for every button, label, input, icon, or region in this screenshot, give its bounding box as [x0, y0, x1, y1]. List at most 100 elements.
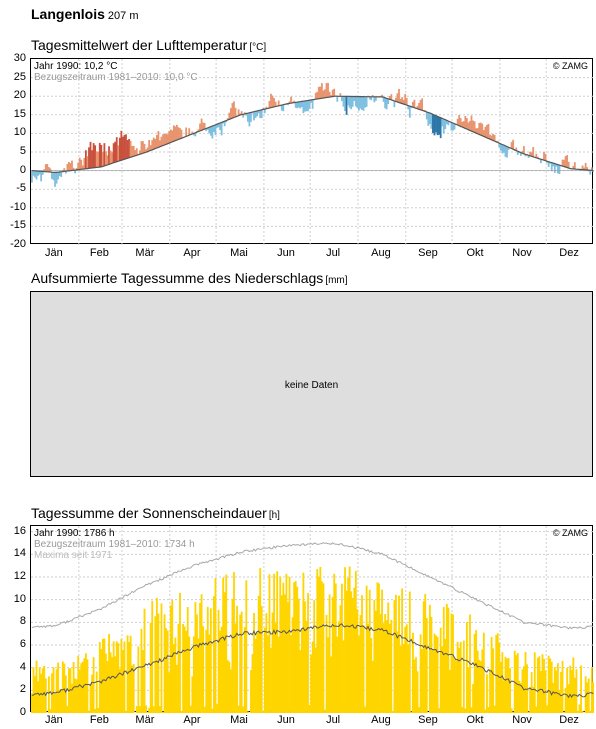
- temperature-bar: [459, 118, 462, 127]
- temperature-bar: [342, 96, 345, 107]
- temperature-bar: [101, 151, 104, 167]
- temperature-bar: [72, 167, 75, 171]
- temperature-bar: [151, 140, 154, 150]
- temperature-bar: [257, 110, 260, 114]
- sunshine-bar: [436, 636, 439, 713]
- sunshine-bar: [279, 576, 282, 713]
- temperature-bar: [41, 171, 44, 175]
- temperature-bar: [453, 123, 456, 130]
- temperature-title-text: Tagesmittelwert der Lufttemperatur: [31, 37, 248, 53]
- temperature-bar: [330, 95, 333, 97]
- sunshine-plot: [31, 526, 594, 713]
- temperature-bar: [66, 163, 69, 172]
- sunshine-bar: [430, 616, 433, 713]
- temperature-bar: [194, 132, 197, 137]
- temperature-bar: [524, 154, 527, 157]
- temperature-legend: Jahr 1990: 10,2 °C Bezugszeitraum 1981–2…: [34, 61, 198, 83]
- sunshine-bar: [547, 655, 550, 713]
- sunshine-bar: [566, 667, 569, 713]
- sunshine-bar: [586, 682, 589, 713]
- temperature-bar: [445, 120, 448, 125]
- sunshine-bar: [549, 658, 552, 713]
- sunshine-bar: [159, 706, 161, 713]
- sunshine-bar: [418, 707, 421, 713]
- station-elevation: 207 m: [107, 10, 139, 22]
- sunshine-bar: [263, 627, 266, 713]
- temperature-bar: [38, 171, 41, 175]
- sunshine-bar: [359, 615, 362, 713]
- temperature-bar: [271, 95, 274, 108]
- temperature-bar: [464, 115, 467, 129]
- sunshine-bar: [572, 657, 575, 713]
- sunshine-bar: [564, 687, 567, 713]
- temperature-bar: [583, 167, 585, 170]
- sunshine-bar: [108, 633, 110, 713]
- x-tick-label: Nov: [512, 714, 532, 726]
- temperature-bar: [142, 141, 144, 154]
- sunshine-bar: [535, 706, 538, 713]
- temperature-bar: [225, 120, 228, 123]
- temperature-bar: [345, 96, 348, 115]
- sunshine-bar: [103, 638, 106, 713]
- sunshine-bar: [233, 572, 235, 713]
- sunshine-bar: [553, 667, 556, 713]
- sunshine-title-text: Tagessumme der Sonnenscheindauer: [31, 505, 267, 521]
- sunshine-bar: [540, 671, 542, 713]
- sunshine-bar: [319, 566, 322, 713]
- temperature-bar: [299, 101, 302, 109]
- sunshine-bar: [35, 660, 38, 713]
- temperature-bar: [361, 96, 363, 110]
- sunshine-bar: [452, 614, 454, 713]
- temperature-x-axis: Jän Feb Mär Apr Mai Jun Jul Aug Sep Okt Nov Dez: [30, 247, 593, 261]
- temperature-bar: [325, 83, 328, 98]
- sunshine-bar: [77, 655, 80, 713]
- temperature-bar: [532, 147, 535, 157]
- temperature-bar: [214, 124, 217, 135]
- sunshine-bar: [277, 636, 280, 713]
- temperature-bar: [229, 108, 232, 119]
- sunshine-bar: [239, 614, 242, 713]
- sunshine-bar: [131, 665, 134, 713]
- temperature-bar: [430, 113, 433, 129]
- sunshine-bar: [324, 709, 326, 713]
- sunshine-bar: [526, 664, 528, 713]
- temperature-bar: [165, 133, 167, 145]
- temperature-bar: [219, 123, 221, 131]
- y-tick-label: 4: [19, 660, 26, 673]
- temperature-bar: [103, 143, 106, 166]
- sunshine-bar: [52, 667, 55, 713]
- temperature-bar: [458, 115, 461, 126]
- y-tick-label: 20: [13, 89, 26, 102]
- sunshine-bar: [393, 600, 396, 713]
- sunshine-bar: [299, 650, 302, 713]
- sunshine-bar: [148, 707, 151, 713]
- sunshine-bar: [80, 663, 83, 713]
- sunshine-bar: [411, 632, 414, 713]
- temperature-bar: [179, 128, 181, 139]
- temperature-bar: [268, 100, 271, 109]
- temperature-bar: [590, 167, 593, 171]
- sunshine-bar: [320, 581, 323, 713]
- sunshine-bar: [86, 659, 89, 713]
- y-tick-label: 6: [19, 638, 26, 650]
- sunshine-bar: [114, 656, 117, 713]
- sunshine-bar: [34, 676, 36, 713]
- temperature-bar: [237, 109, 240, 116]
- temperature-bar: [450, 122, 453, 131]
- sunshine-bar: [350, 591, 353, 713]
- sunshine-bar: [285, 573, 288, 713]
- temperature-bar: [482, 130, 485, 137]
- sunshine-bar: [287, 602, 289, 713]
- temperature-bar: [35, 170, 38, 180]
- sunshine-bar: [183, 626, 186, 713]
- sunshine-legend-year: Jahr 1990: 1786 h: [34, 528, 115, 539]
- temperature-bar: [294, 102, 297, 108]
- temperature-bar: [37, 171, 39, 176]
- temperature-bar: [169, 129, 172, 143]
- temperature-bar: [584, 162, 587, 170]
- temperature-bar: [407, 105, 410, 110]
- temperature-bar: [507, 147, 510, 150]
- sunshine-bar: [143, 608, 146, 713]
- temperature-bar: [393, 100, 396, 108]
- temperature-bar: [308, 100, 311, 109]
